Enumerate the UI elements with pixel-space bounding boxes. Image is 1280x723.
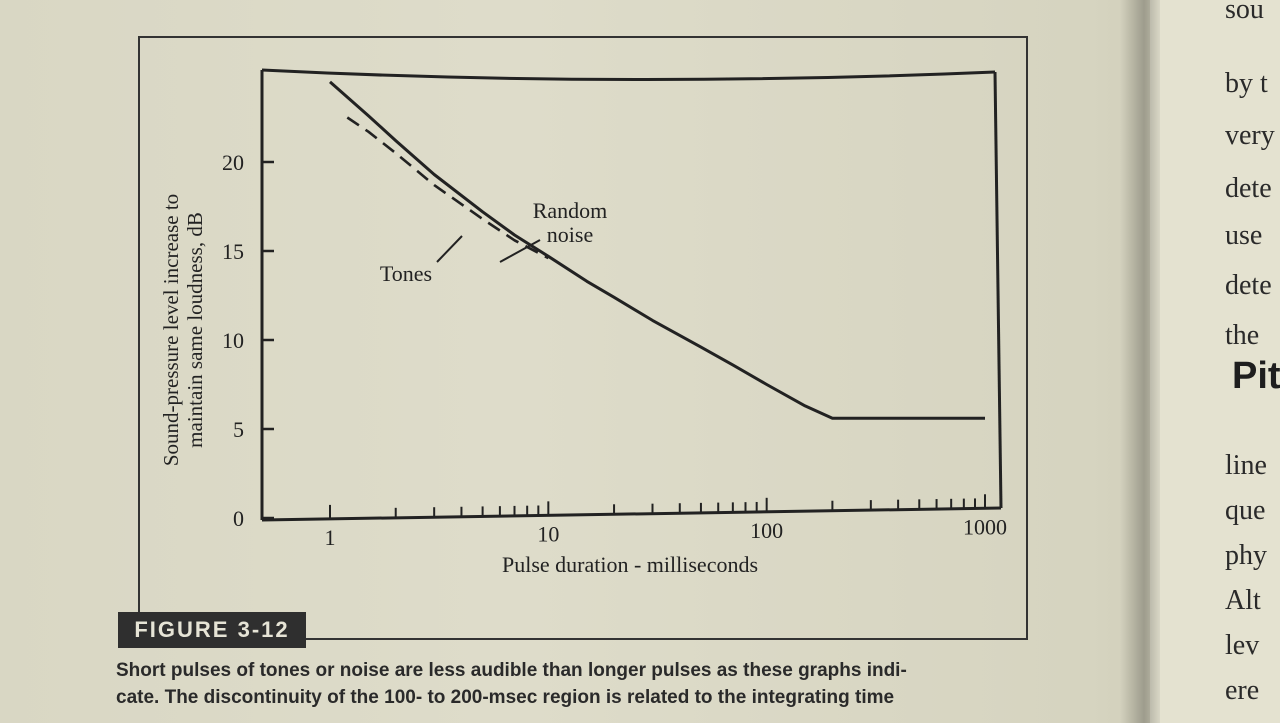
facing-page-line: dete bbox=[1225, 173, 1272, 204]
caption-line-1: Short pulses of tones or noise are less … bbox=[116, 660, 907, 681]
random-noise-series-line bbox=[329, 80, 985, 420]
facing-page-line: sou bbox=[1225, 0, 1264, 25]
figure-label: FIGURE 3-12 bbox=[118, 612, 306, 648]
figure-frame bbox=[138, 36, 1028, 640]
tones-leader-line bbox=[436, 235, 463, 263]
facing-page-line: very bbox=[1225, 120, 1275, 151]
random-noise-leader-line bbox=[499, 239, 541, 263]
facing-page-line: ere bbox=[1225, 675, 1260, 706]
x-tick-label: 10 bbox=[537, 521, 559, 546]
tones-series-line bbox=[346, 116, 549, 260]
facing-page-line: by t bbox=[1225, 68, 1268, 99]
y-tick-label: 15 bbox=[222, 239, 244, 264]
figure-caption: Short pulses of tones or noise are less … bbox=[116, 657, 1076, 711]
random-noise-annotation-line-2: noise bbox=[547, 222, 593, 247]
x-tick-label: 100 bbox=[750, 518, 783, 543]
chart-ticks: 0 5 10 15 20 1 10 100 1000 bbox=[222, 150, 1007, 550]
x-tick-label: 1 bbox=[325, 525, 336, 550]
facing-page bbox=[1150, 0, 1280, 723]
chart-series bbox=[329, 80, 985, 420]
facing-page-line: use bbox=[1225, 220, 1263, 251]
y-tick-label: 20 bbox=[222, 150, 244, 175]
facing-page-line: Alt bbox=[1225, 585, 1261, 616]
chart-axes bbox=[260, 68, 1003, 522]
plot-right-border bbox=[993, 71, 1003, 509]
y-tick-label: 0 bbox=[233, 506, 244, 531]
caption-line-2: cate. The discontinuity of the 100- to 2… bbox=[116, 687, 895, 708]
plot-top-border bbox=[261, 68, 996, 82]
facing-page-heading: Pit bbox=[1232, 355, 1280, 397]
facing-page-line: que bbox=[1225, 495, 1266, 526]
tones-annotation: Tones bbox=[380, 261, 432, 286]
random-noise-annotation-line-1: Random bbox=[533, 198, 608, 223]
x-tick-label: 1000 bbox=[963, 514, 1007, 539]
y-axis-label-line-2: maintain same loudness, dB bbox=[183, 212, 207, 448]
facing-page-line: line bbox=[1225, 450, 1267, 481]
x-axis-label: Pulse duration - milliseconds bbox=[502, 552, 758, 577]
facing-page-line: dete bbox=[1225, 270, 1272, 301]
y-axis-label-line-1: Sound-pressure level increase to bbox=[159, 194, 183, 466]
x-axis-line bbox=[261, 506, 1002, 522]
facing-page-line: the bbox=[1225, 320, 1260, 351]
y-tick-label: 5 bbox=[233, 417, 244, 442]
y-tick-label: 10 bbox=[222, 328, 244, 353]
facing-page-line: lev bbox=[1225, 630, 1260, 661]
page-gutter-shadow bbox=[1120, 0, 1160, 723]
facing-page-line: phy bbox=[1225, 540, 1267, 571]
